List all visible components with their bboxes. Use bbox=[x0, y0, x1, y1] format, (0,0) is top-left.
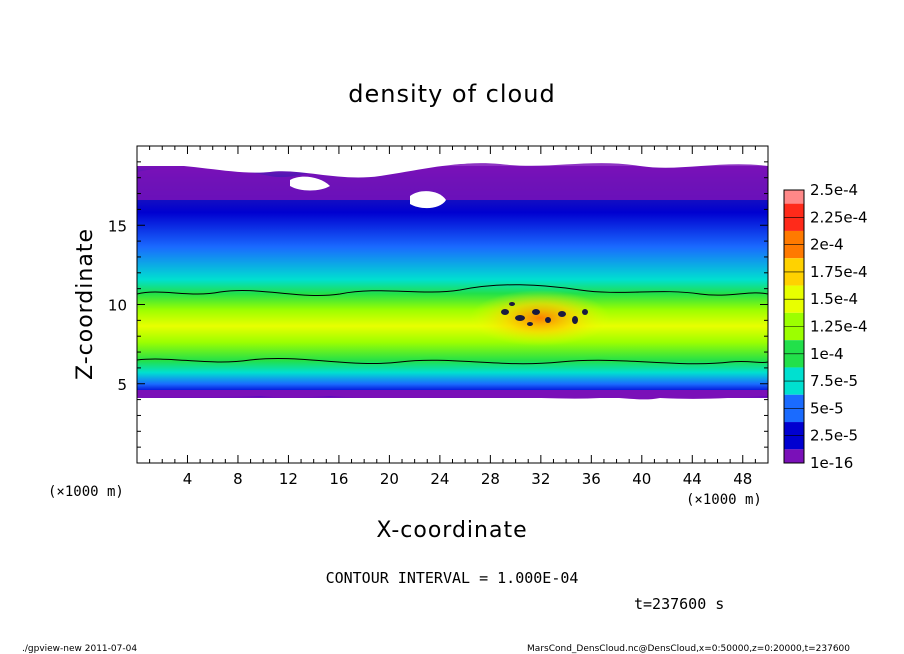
colorbar: 2.5e-4 2.25e-4 2e-4 1.75e-4 1.5e-4 1.25e-4 1e-… bbox=[783, 181, 868, 472]
colorbar-swatch bbox=[784, 435, 804, 450]
x-tick-label: 4 bbox=[183, 470, 193, 488]
time-label: t=237600 s bbox=[634, 595, 724, 613]
density-field bbox=[137, 146, 768, 463]
y-tick-label: 5 bbox=[117, 376, 127, 394]
colorbar-swatch bbox=[784, 367, 804, 382]
colorbar-label: 7.5e-5 bbox=[810, 372, 858, 390]
chart-title: density of cloud bbox=[348, 80, 555, 108]
colorbar-swatch bbox=[784, 340, 804, 354]
x-tick-label: 44 bbox=[683, 470, 702, 488]
colorbar-swatch bbox=[784, 203, 804, 218]
colorbar-label: 1e-16 bbox=[810, 454, 853, 472]
x-axis: 4 8 12 16 20 24 28 32 36 40 44 48 bbox=[149, 146, 756, 488]
x-tick-label: 24 bbox=[430, 470, 449, 488]
colorbar-label: 2.5e-4 bbox=[810, 181, 858, 199]
colorbar-label: 2.5e-5 bbox=[810, 427, 858, 445]
colorbar-swatch bbox=[784, 299, 804, 313]
x-tick-label: 40 bbox=[632, 470, 651, 488]
colorbar-swatch bbox=[784, 217, 804, 231]
colorbar-swatch bbox=[784, 326, 804, 341]
colorbar-swatch bbox=[784, 381, 804, 395]
colorbar-swatch bbox=[784, 449, 804, 463]
footer-left: ./gpview-new 2011-07-04 bbox=[22, 644, 137, 654]
colorbar-swatch bbox=[784, 258, 804, 272]
x-tick-label: 36 bbox=[582, 470, 601, 488]
x-axis-label: X-coordinate bbox=[376, 518, 527, 543]
colorbar-swatch bbox=[784, 353, 804, 368]
contour-interval-label: CONTOUR INTERVAL = 1.000E-04 bbox=[326, 569, 579, 587]
colorbar-label: 1.75e-4 bbox=[810, 263, 868, 281]
colorbar-label: 2e-4 bbox=[810, 236, 844, 254]
colorbar-swatch bbox=[784, 244, 804, 259]
colorbar-swatch bbox=[784, 285, 804, 300]
colorbar-label: 1e-4 bbox=[810, 345, 844, 363]
x-tick-label: 32 bbox=[531, 470, 550, 488]
y-axis: 5 10 15 bbox=[108, 161, 768, 448]
colorbar-swatch bbox=[784, 408, 804, 423]
x-unit-left: (×1000 m) bbox=[48, 484, 124, 500]
colorbar-swatch bbox=[784, 190, 804, 204]
y-tick-label: 10 bbox=[108, 297, 127, 315]
x-tick-label: 12 bbox=[279, 470, 298, 488]
colorbar-label: 2.25e-4 bbox=[810, 208, 868, 226]
colorbar-label: 1.5e-4 bbox=[810, 290, 858, 308]
colorbar-swatch bbox=[784, 422, 804, 436]
x-tick-label: 8 bbox=[233, 470, 243, 488]
y-axis-label: Z-coordinate bbox=[73, 228, 98, 380]
x-tick-label: 20 bbox=[380, 470, 399, 488]
x-tick-label: 16 bbox=[329, 470, 348, 488]
footer-right: MarsCond_DensCloud.nc@DensCloud,x=0:5000… bbox=[527, 644, 850, 654]
y-tick-label: 15 bbox=[108, 217, 127, 235]
x-tick-label: 28 bbox=[481, 470, 500, 488]
x-unit-right: (×1000 m) bbox=[686, 492, 762, 508]
colorbar-swatch bbox=[784, 312, 804, 327]
colorbar-swatch bbox=[784, 394, 804, 409]
colorbar-label: 5e-5 bbox=[810, 399, 844, 417]
colorbar-label: 1.25e-4 bbox=[810, 318, 868, 336]
colorbar-swatch bbox=[784, 230, 804, 245]
x-tick-label: 48 bbox=[733, 470, 752, 488]
colorbar-swatch bbox=[784, 271, 804, 286]
